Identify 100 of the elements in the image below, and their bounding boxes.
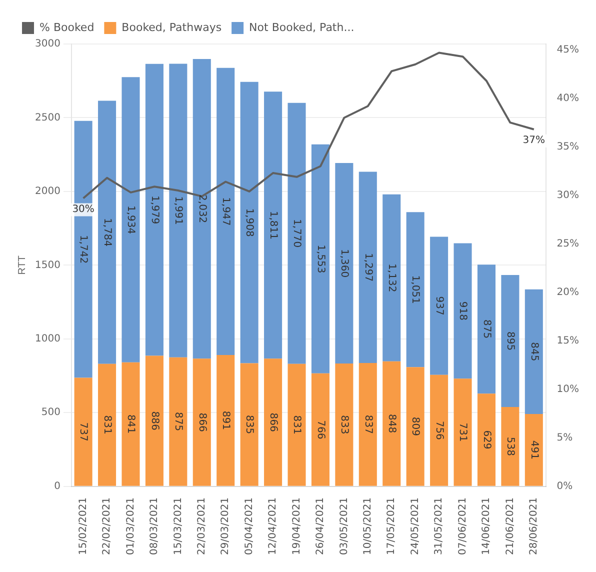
bar xyxy=(74,378,92,486)
y2-tick-label: 20% xyxy=(556,286,580,298)
y2-tick-label: 45% xyxy=(556,44,580,56)
bar xyxy=(122,77,140,362)
bar xyxy=(288,364,306,486)
legend-label: Not Booked, Path... xyxy=(249,20,354,34)
bar xyxy=(406,367,424,486)
bar xyxy=(311,373,330,486)
data-label: 1,784 xyxy=(101,218,112,247)
x-tick-label: 07/06/2021 xyxy=(457,497,468,556)
bar xyxy=(358,172,377,363)
bar xyxy=(192,59,211,359)
bar xyxy=(192,358,211,486)
data-label: 491 xyxy=(528,440,540,460)
y2-tick-label: 0% xyxy=(556,480,573,492)
bar xyxy=(311,144,330,374)
data-label: 37% xyxy=(522,134,546,146)
y2-tick-label: 35% xyxy=(556,141,580,152)
bar xyxy=(216,68,235,355)
y2-tick-label: 40% xyxy=(556,92,580,104)
y-tick-label: 1000 xyxy=(34,334,60,345)
bar xyxy=(382,194,401,362)
bar xyxy=(240,363,258,486)
data-label: 837 xyxy=(362,414,374,434)
bar xyxy=(335,364,354,486)
y-tick-label: 500 xyxy=(41,407,60,418)
bar xyxy=(169,357,188,486)
data-label: 831 xyxy=(101,415,112,434)
data-label: 1,979 xyxy=(148,195,160,224)
bar xyxy=(501,407,520,486)
data-label: 809 xyxy=(410,416,421,436)
bar xyxy=(74,120,92,378)
y-tick-label: 2000 xyxy=(34,186,60,198)
bar xyxy=(98,100,116,364)
data-label: 875 xyxy=(172,412,184,432)
bar xyxy=(358,362,377,486)
x-tick-label: 03/05/2021 xyxy=(338,497,350,556)
x-tick-label: 22/02/2021 xyxy=(102,497,113,556)
bar xyxy=(524,414,543,486)
bar xyxy=(169,64,188,358)
bar xyxy=(98,364,116,486)
data-label: 1,742 xyxy=(78,234,89,264)
bar xyxy=(406,212,424,368)
x-tick-label: 15/02/2021 xyxy=(78,497,89,556)
x-tick-label: 19/04/2021 xyxy=(291,497,302,556)
x-tick-label: 22/03/2021 xyxy=(196,497,208,556)
data-label: 1,553 xyxy=(314,244,326,274)
x-tick-label: 21/06/2021 xyxy=(504,497,516,556)
data-label: 895 xyxy=(504,332,516,351)
y2-tick-label: 5% xyxy=(556,432,573,444)
data-label: 875 xyxy=(480,320,492,339)
legend-label: Booked, Pathways xyxy=(122,20,222,34)
data-label: 731 xyxy=(457,422,468,442)
data-label: 1,991 xyxy=(172,196,184,225)
x-tick-label: 31/05/2021 xyxy=(434,497,445,556)
data-label: 1,811 xyxy=(267,210,278,240)
x-tick-label: 01/03/2021 xyxy=(125,497,136,556)
data-label: 538 xyxy=(504,436,516,456)
x-tick-label: 12/04/2021 xyxy=(268,497,279,556)
bar xyxy=(454,243,472,379)
y2-tick-label: 10% xyxy=(556,384,580,395)
data-label: 30% xyxy=(72,204,94,215)
y-tick-label: 2500 xyxy=(34,112,60,124)
data-label: 1,934 xyxy=(125,205,136,234)
y2-tick-label: 25% xyxy=(556,238,580,250)
bar xyxy=(216,354,235,486)
bar xyxy=(264,92,282,359)
data-label: 841 xyxy=(125,414,136,434)
x-tick-label: 05/04/2021 xyxy=(244,497,255,556)
y-tick-label: 1500 xyxy=(34,260,60,271)
data-label: 766 xyxy=(314,420,326,440)
x-tick-label: 14/06/2021 xyxy=(481,497,492,556)
y-axis-title: RTT xyxy=(16,256,28,275)
data-label: 1,770 xyxy=(291,219,302,248)
data-label: 1,947 xyxy=(220,197,232,226)
bar xyxy=(524,289,543,414)
data-label: 918 xyxy=(457,301,468,320)
data-label: 629 xyxy=(480,430,492,450)
data-label: 831 xyxy=(291,415,302,434)
legend-label: % Booked xyxy=(40,20,94,34)
bar xyxy=(240,82,258,364)
x-tick-label: 28/06/2021 xyxy=(528,497,540,556)
data-label: 833 xyxy=(338,415,350,434)
bar xyxy=(335,162,354,364)
data-label: 1,908 xyxy=(244,208,255,237)
data-label: 1,132 xyxy=(386,264,398,292)
data-label: 2,032 xyxy=(196,194,208,224)
bar xyxy=(477,394,496,486)
bar xyxy=(430,374,448,486)
data-label: 866 xyxy=(267,412,278,432)
bar xyxy=(264,358,282,486)
bar xyxy=(430,236,448,375)
data-label: 937 xyxy=(433,296,444,316)
bar xyxy=(454,378,472,486)
bar xyxy=(501,275,520,408)
data-label: 845 xyxy=(528,342,540,362)
bar xyxy=(145,64,164,356)
y2-tick-label: 15% xyxy=(556,335,580,346)
x-tick-label: 08/03/2021 xyxy=(149,497,160,556)
data-label: 891 xyxy=(220,410,232,430)
